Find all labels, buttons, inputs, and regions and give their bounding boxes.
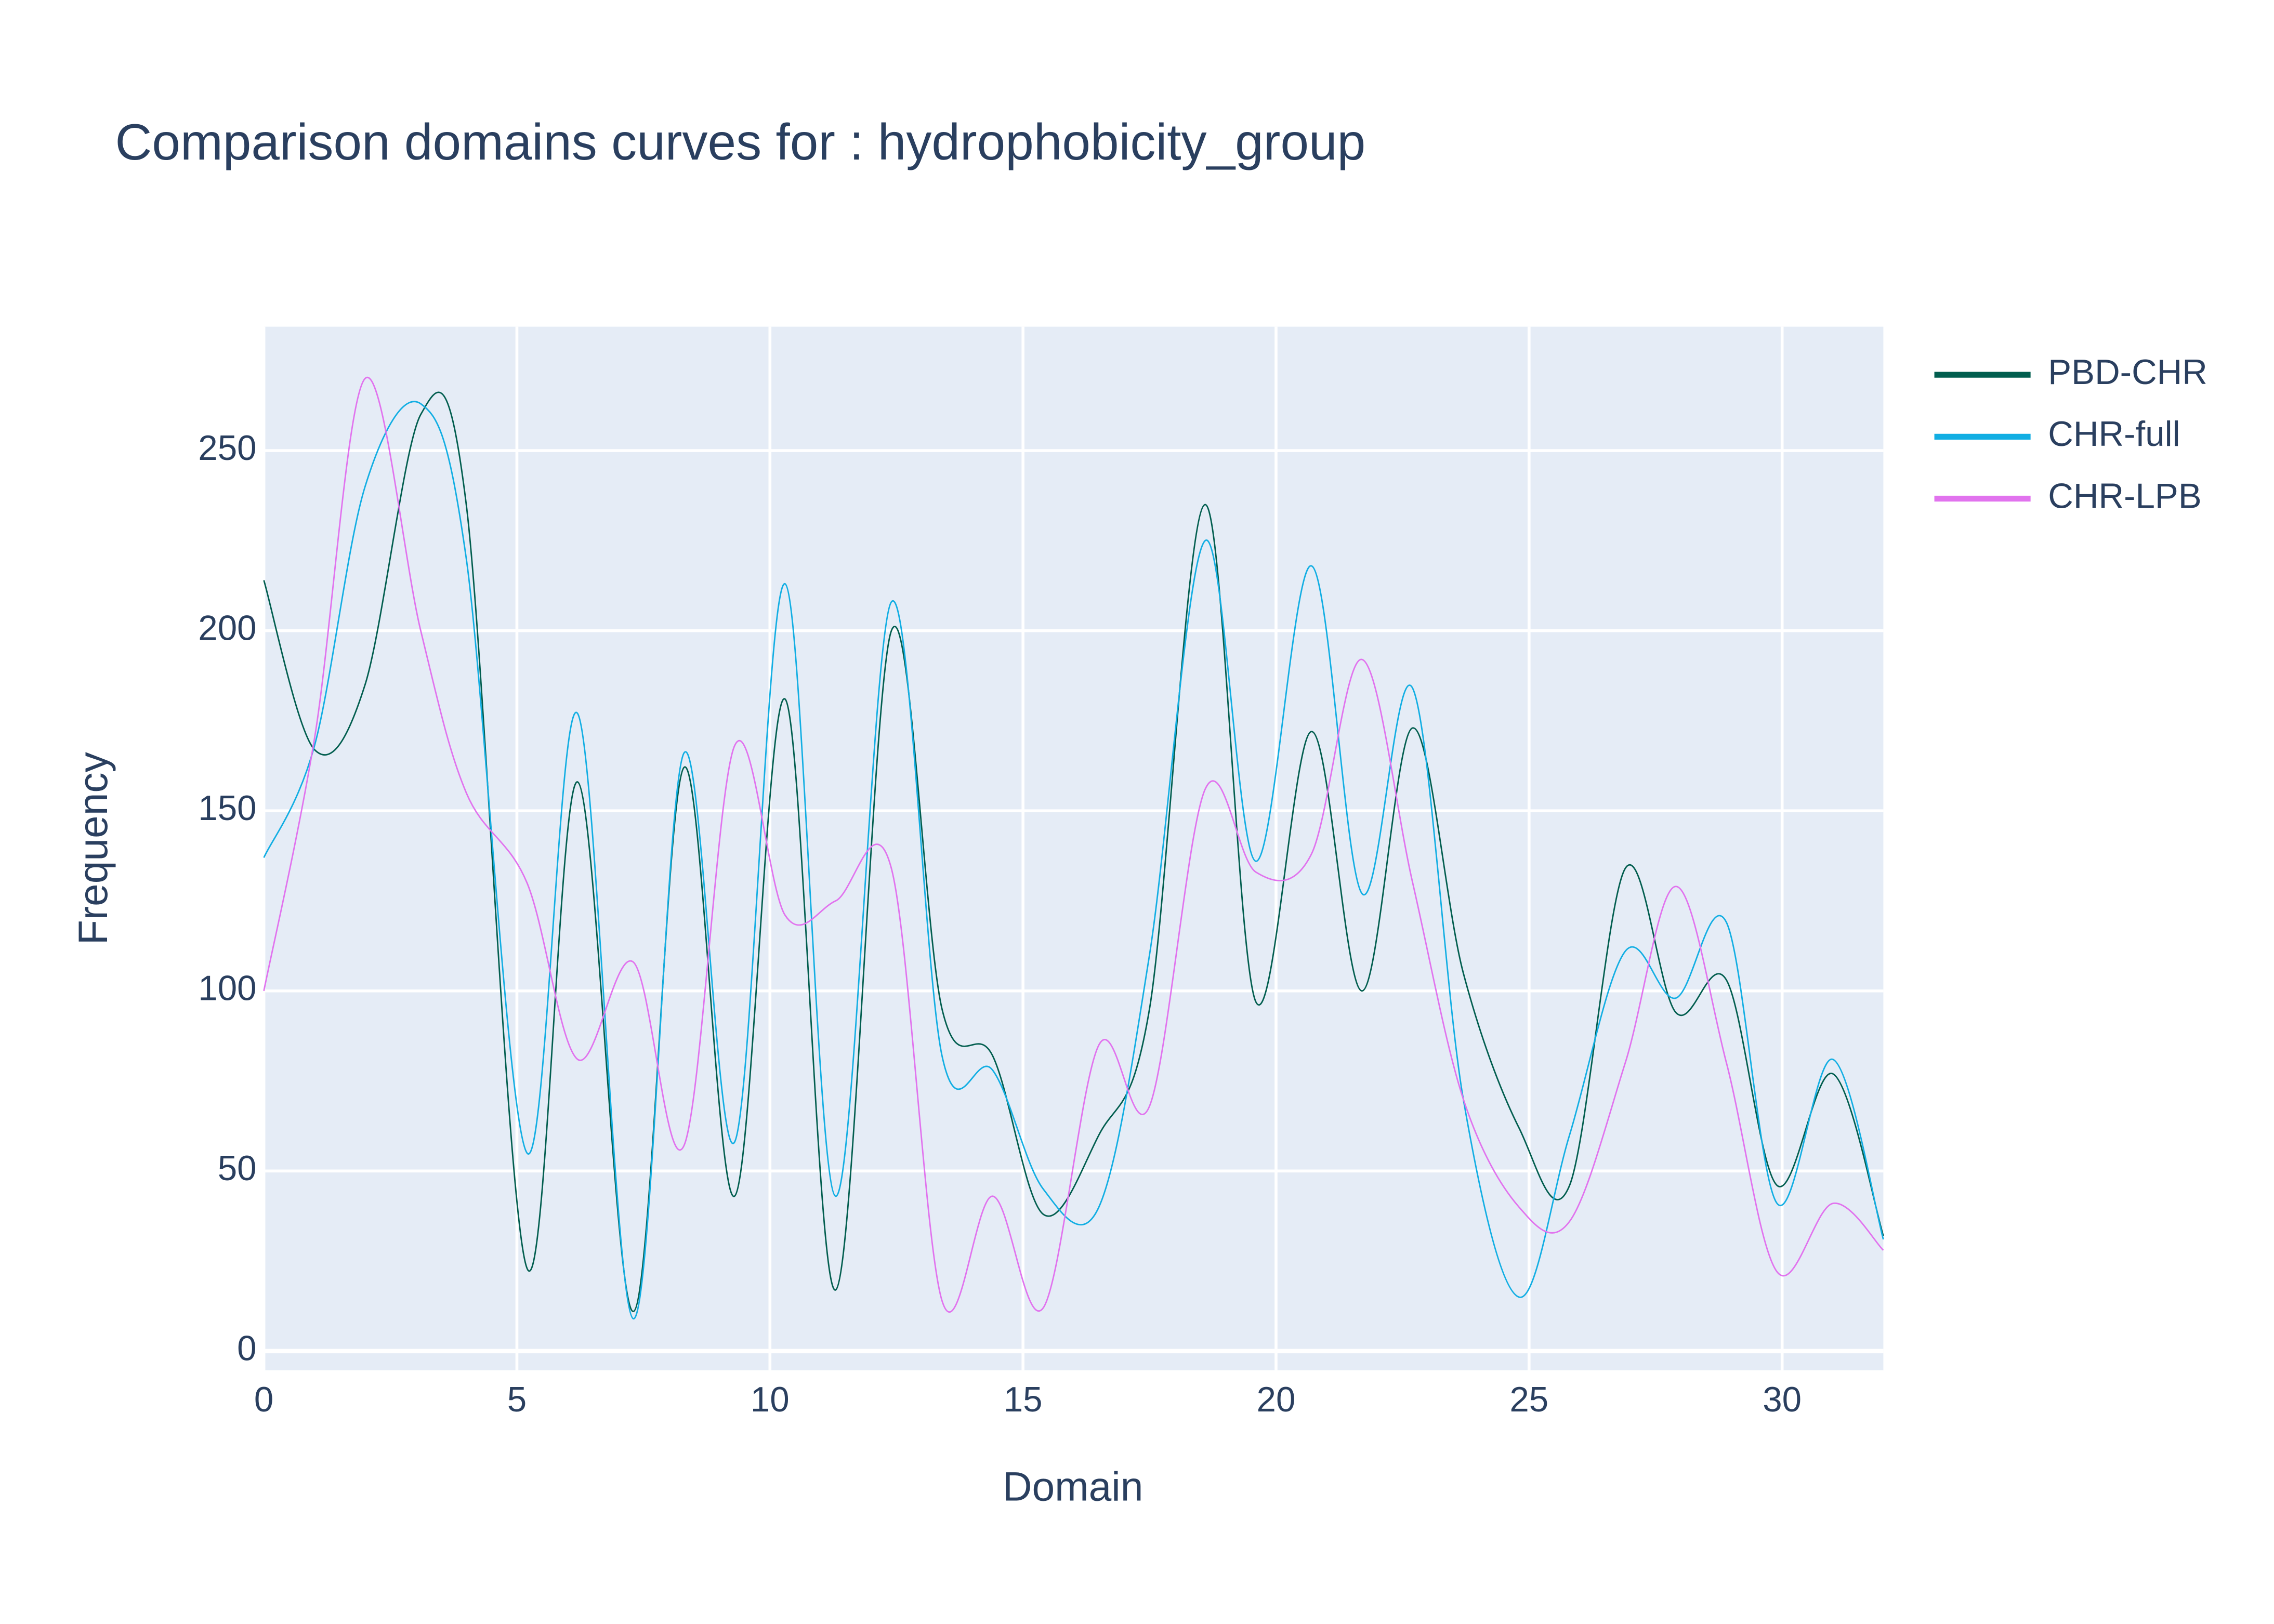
x-tick-label: 10 xyxy=(751,1380,790,1419)
y-tick-label: 0 xyxy=(237,1329,256,1368)
plot-area xyxy=(264,326,1884,1370)
x-tick-label: 30 xyxy=(1763,1380,1802,1419)
lines xyxy=(263,376,1884,1319)
x-tick-label: 15 xyxy=(1004,1380,1043,1419)
x-tick-label: 25 xyxy=(1509,1380,1548,1419)
y-tick-label: 100 xyxy=(198,969,256,1008)
legend-label: CHR-full xyxy=(2048,415,2180,454)
y-tick-label: 50 xyxy=(218,1149,257,1188)
x-tick-label: 20 xyxy=(1257,1380,1296,1419)
series-line xyxy=(263,376,1884,1313)
y-tick-label: 250 xyxy=(198,429,256,468)
legend-label: CHR-LPB xyxy=(2048,477,2201,516)
x-tick-label: 0 xyxy=(254,1380,273,1419)
y-tick-label: 150 xyxy=(198,789,256,828)
y-axis-label: Frequency xyxy=(70,751,116,945)
x-tick-label: 5 xyxy=(507,1380,527,1419)
legend: PBD-CHR CHR-full CHR-LPB xyxy=(1934,353,2207,516)
series-line xyxy=(263,401,1884,1319)
x-axis-label: Domain xyxy=(1003,1463,1143,1509)
legend-label: PBD-CHR xyxy=(2048,353,2207,392)
chart-title: Comparison domains curves for : hydropho… xyxy=(115,113,1366,170)
grid: 0 50 100 150 200 250 0 5 10 15 20 25 30 xyxy=(198,326,1884,1419)
series-line xyxy=(263,391,1884,1313)
y-tick-label: 200 xyxy=(198,609,256,648)
